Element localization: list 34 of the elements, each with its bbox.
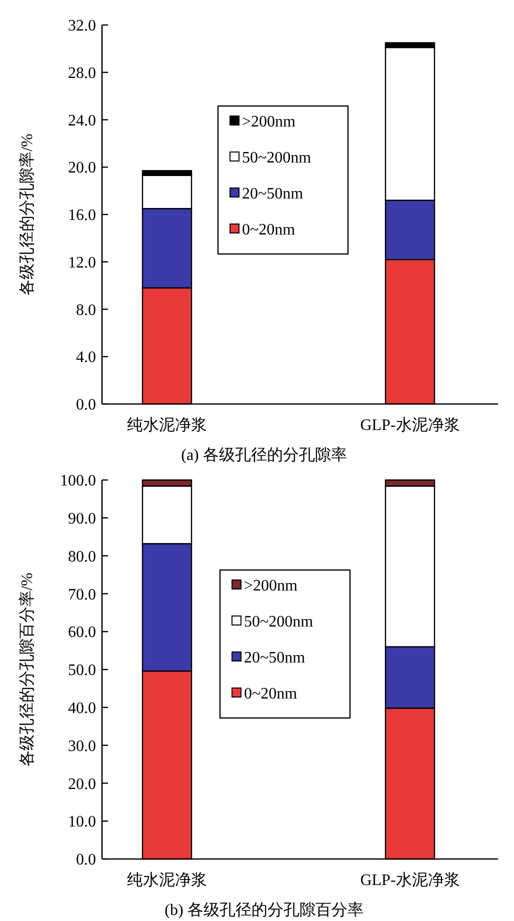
y-tick-label: 32.0 (68, 18, 96, 35)
x-tick-label: 纯水泥净浆 (127, 416, 207, 434)
y-tick-label: 0.0 (76, 396, 96, 414)
y-tick-label: 16.0 (68, 207, 96, 224)
x-tick-label: GLP-水泥净浆 (360, 871, 460, 889)
y-tick-label: 4.0 (76, 349, 96, 366)
y-tick-label: 50.0 (68, 662, 96, 680)
y-tick-label: 90.0 (68, 510, 96, 528)
legend-label: 0~20nm (244, 686, 298, 703)
legend-label: >200nm (244, 578, 298, 595)
y-tick-label: 8.0 (76, 302, 96, 319)
y-tick-label: 28.0 (68, 64, 96, 82)
y-tick-label: 70.0 (68, 586, 96, 604)
legend-label: 0~20nm (242, 222, 296, 239)
y-axis-title: 各级孔径的分孔隙率/% (18, 134, 36, 296)
legend-label: 20~50nm (242, 186, 304, 203)
y-tick-label: 0.0 (76, 852, 96, 869)
y-tick-label: 60.0 (68, 624, 96, 642)
legend-label: >200nm (242, 114, 296, 131)
y-tick-label: 24.0 (68, 112, 96, 130)
legend-label: 50~200nm (244, 614, 314, 631)
y-tick-label: 10.0 (68, 814, 96, 831)
y-tick-label: 40.0 (68, 700, 96, 717)
x-tick-label: 纯水泥净浆 (127, 871, 207, 889)
y-tick-label: 20.0 (68, 160, 96, 177)
legend-label: 20~50nm (244, 650, 306, 667)
y-tick-label: 100.0 (60, 472, 96, 490)
y-tick-label: 12.0 (68, 254, 96, 272)
y-tick-label: 20.0 (68, 776, 96, 793)
y-tick-label: 80.0 (68, 548, 96, 566)
y-axis-title: 各级孔径的分孔隙百分率/% (18, 572, 36, 766)
y-tick-label: 30.0 (68, 738, 96, 755)
legend-label: 50~200nm (242, 150, 312, 167)
x-tick-label: GLP-水泥净浆 (360, 416, 460, 434)
